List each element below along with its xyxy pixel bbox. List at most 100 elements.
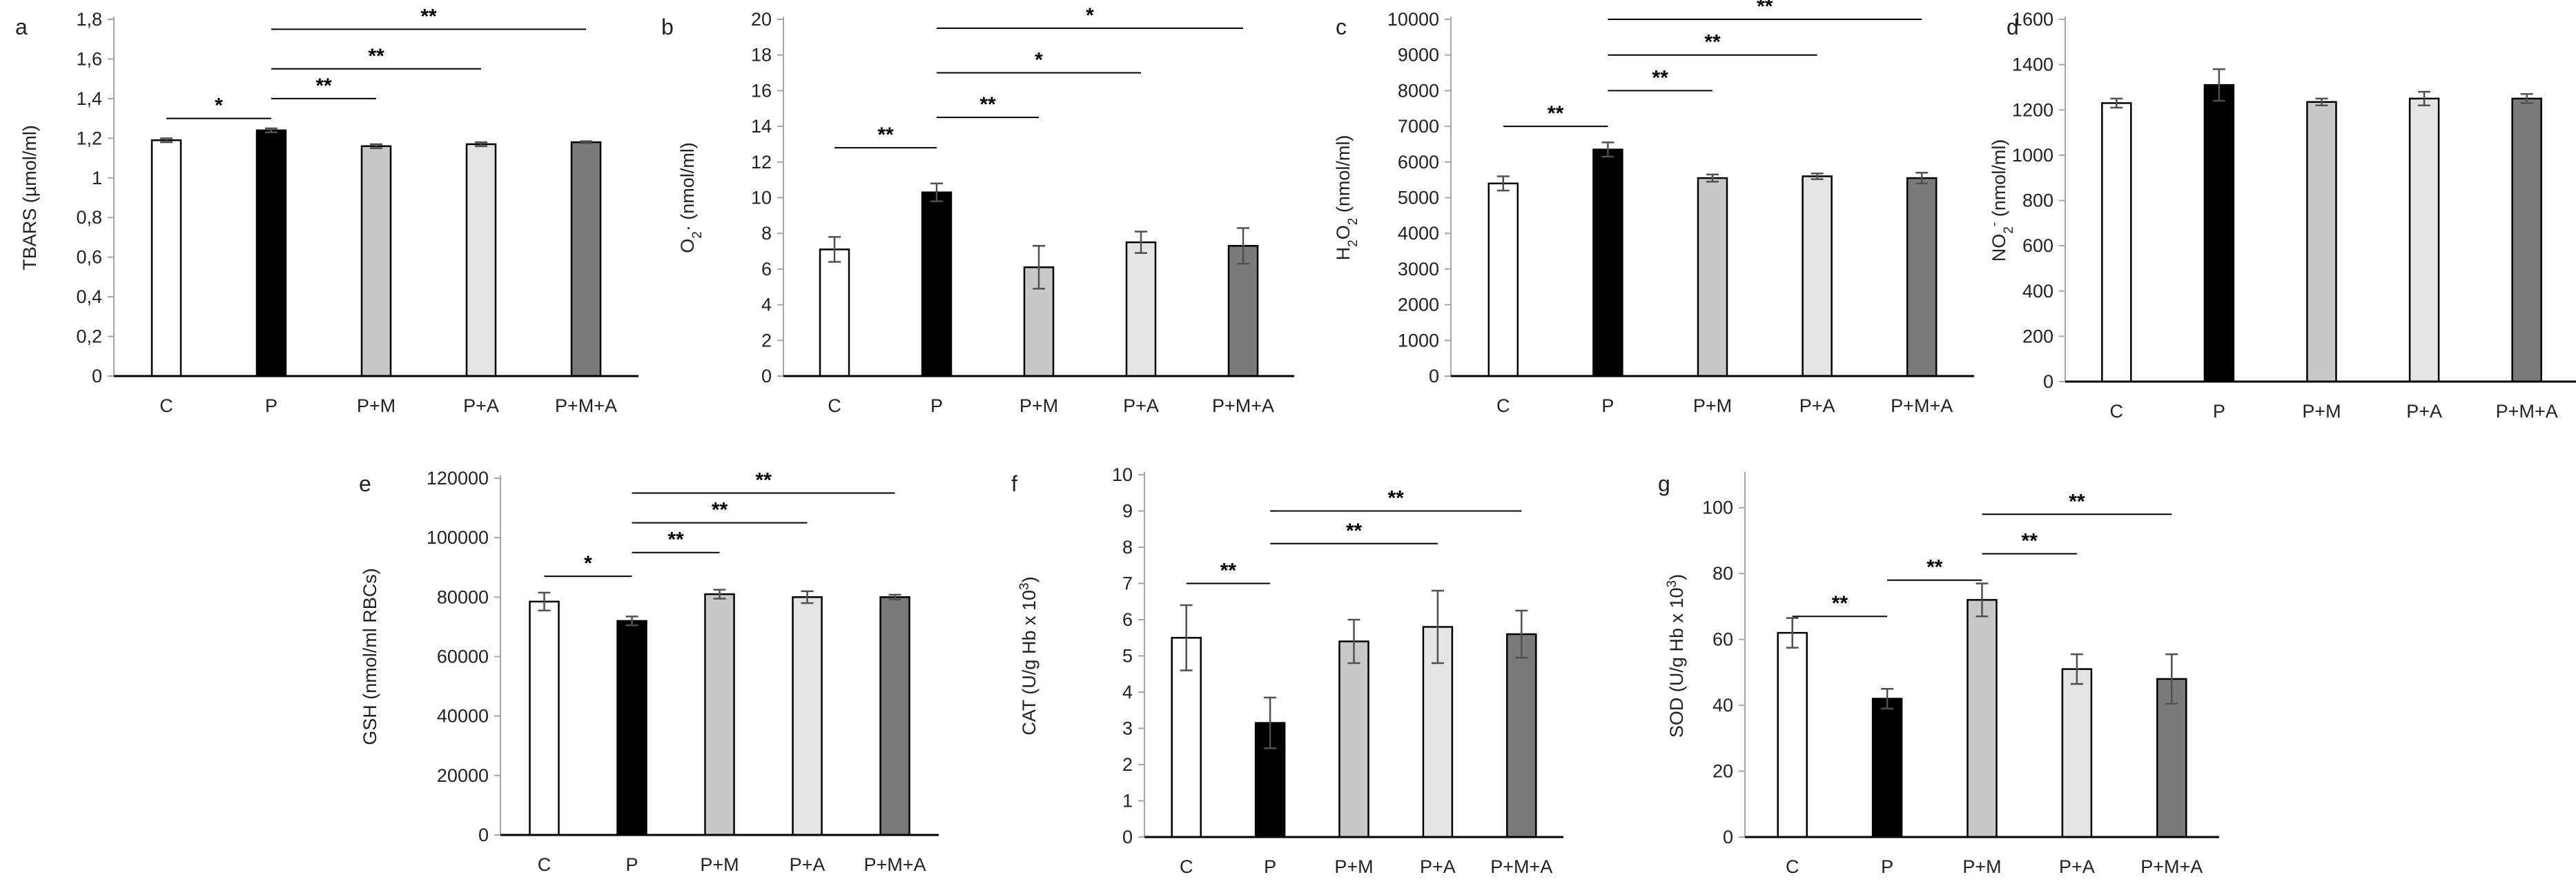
y-tick-label: 1600 (2012, 9, 2053, 30)
bar-p-plus-a (2061, 668, 2093, 838)
bar-p-plus-m (2306, 101, 2337, 383)
y-tick-label: 8 (761, 223, 772, 244)
y-axis-label: O2· (nmol/ml) (677, 142, 705, 253)
bar-c (150, 139, 182, 377)
y-axis-label: TBARS (µmol/ml) (19, 125, 40, 271)
y-tick-label: 7000 (1398, 116, 1439, 137)
y-tick-label: 8 (1122, 537, 1133, 558)
y-axis-label-part: (nmol/ml) (1989, 139, 2009, 222)
y-tick-label: 1 (1122, 791, 1133, 812)
y-tick-label: 4000 (1398, 223, 1439, 244)
y-tick-label: 3 (1122, 718, 1133, 739)
y-tick-label: 1,2 (76, 128, 102, 148)
y-axis-label-part: 2 (1346, 239, 1360, 247)
y-tick-label: 4 (761, 295, 772, 315)
bar-p-plus-a (1125, 241, 1157, 377)
bar-p-plus-m (1697, 177, 1728, 377)
significance-label: ** (2022, 530, 2038, 553)
bar-c (819, 248, 850, 377)
y-tick-label: 14 (751, 116, 772, 137)
significance-label: * (1035, 49, 1043, 72)
bar-c (2101, 102, 2132, 383)
x-tick-label: P+A (2059, 856, 2095, 877)
bar-p-plus-a (465, 143, 497, 377)
y-tick-label: 7 (1122, 573, 1133, 594)
y-tick-label: 6 (1122, 609, 1133, 630)
y-axis-label-part: SOD (U/g Hb x 10 (1666, 588, 1687, 738)
significance-label: ** (368, 45, 384, 68)
bar-c (529, 600, 560, 836)
bar-p-plus-m-plus-a (1227, 245, 1259, 377)
y-tick-label: 20000 (437, 765, 489, 786)
significance-label: ** (1832, 592, 1848, 615)
y-axis-label: H2O2 (nmol/ml) (1333, 135, 1360, 261)
significance-label: ** (1388, 487, 1405, 510)
y-axis-label-part: H (1333, 247, 1354, 261)
y-axis-label-part: 3 (1665, 580, 1679, 588)
bar-p-plus-a (1802, 175, 1833, 377)
x-tick-label: P+A (1420, 856, 1456, 877)
significance-label: ** (315, 75, 332, 97)
x-tick-label: P+M+A (1891, 395, 1953, 416)
y-axis-label-part: 2 (1346, 218, 1360, 226)
significance-label: ** (1704, 31, 1721, 54)
x-tick-label: P+M+A (555, 395, 617, 416)
y-tick-label: 800 (2022, 190, 2053, 211)
y-tick-label: 0 (478, 825, 489, 845)
bar-p-plus-m-plus-a (879, 596, 910, 836)
x-tick-label: P (1601, 395, 1614, 416)
x-tick-label: P+M (1962, 856, 2001, 877)
y-tick-label: 1,4 (76, 88, 102, 109)
chart-panel-g: g SOD (U/g Hb x 103) 0 20 40 60 80 100 C P P+M P+A P… (1658, 471, 2219, 877)
y-tick-label: 0 (1429, 366, 1439, 386)
significance-label: ** (1220, 560, 1237, 582)
y-tick-label: 60 (1713, 629, 1733, 650)
significance-label: ** (1652, 66, 1669, 89)
y-tick-label: 20 (751, 9, 772, 30)
y-tick-label: 4 (1122, 682, 1133, 702)
y-tick-label: 200 (2022, 326, 2053, 346)
x-tick-label: P+A (790, 854, 826, 875)
y-tick-label: 1000 (2012, 145, 2053, 166)
panel-label: d (2007, 14, 2019, 39)
y-tick-label: 10 (1112, 464, 1133, 485)
y-tick-label: 1000 (1398, 330, 1439, 351)
x-tick-label: P+A (463, 395, 499, 416)
bar-p-plus-m-plus-a (1506, 633, 1537, 838)
panel-label: c (1336, 14, 1347, 39)
y-tick-label: 18 (751, 45, 772, 66)
x-tick-label: C (538, 854, 552, 875)
y-axis-label-part: ) (1666, 574, 1687, 580)
significance-label: * (1086, 4, 1094, 27)
y-tick-label: 0,6 (76, 247, 102, 268)
bar-p-plus-m (1023, 266, 1055, 377)
significance-label: ** (1548, 102, 1564, 125)
y-tick-label: 20 (1713, 761, 1733, 782)
bar-p (2203, 83, 2235, 383)
significance-label: * (215, 95, 223, 117)
y-tick-label: 8000 (1398, 80, 1439, 101)
chart-panel-d: d NO2- (nmol/ml) 0 200 400 600 800 1000 1200 1400… (1987, 9, 2576, 422)
x-tick-label: P (2213, 401, 2225, 422)
y-tick-label: 60000 (437, 647, 489, 667)
chart-panel-a: a TBARS (µmol/ml) 0 0,2 0,4 0,6 0,8 1 1,2 1,4 1,6 1… (15, 5, 638, 416)
y-tick-label: 12 (751, 152, 772, 173)
y-tick-label: 5 (1122, 646, 1133, 667)
x-tick-label: C (1496, 395, 1510, 416)
x-tick-label: P+M (1693, 395, 1732, 416)
bar-c (1487, 182, 1519, 377)
y-tick-label: 1,8 (76, 9, 102, 30)
y-tick-label: 10 (751, 188, 772, 208)
y-axis-label: CAT (U/g Hb x 103) (1017, 576, 1040, 735)
y-tick-label: 400 (2022, 281, 2053, 302)
x-tick-label: P+M+A (2140, 856, 2203, 877)
bar-p-plus-a (2408, 97, 2440, 383)
y-tick-label: 2 (761, 330, 772, 351)
bar-p (921, 191, 953, 377)
y-axis-label: NO2- (nmol/ml) (1987, 139, 2016, 262)
x-tick-label: P+M (357, 395, 396, 416)
bar-p-plus-a (792, 596, 823, 836)
y-tick-label: 5000 (1398, 188, 1439, 208)
significance-label: ** (420, 5, 437, 28)
